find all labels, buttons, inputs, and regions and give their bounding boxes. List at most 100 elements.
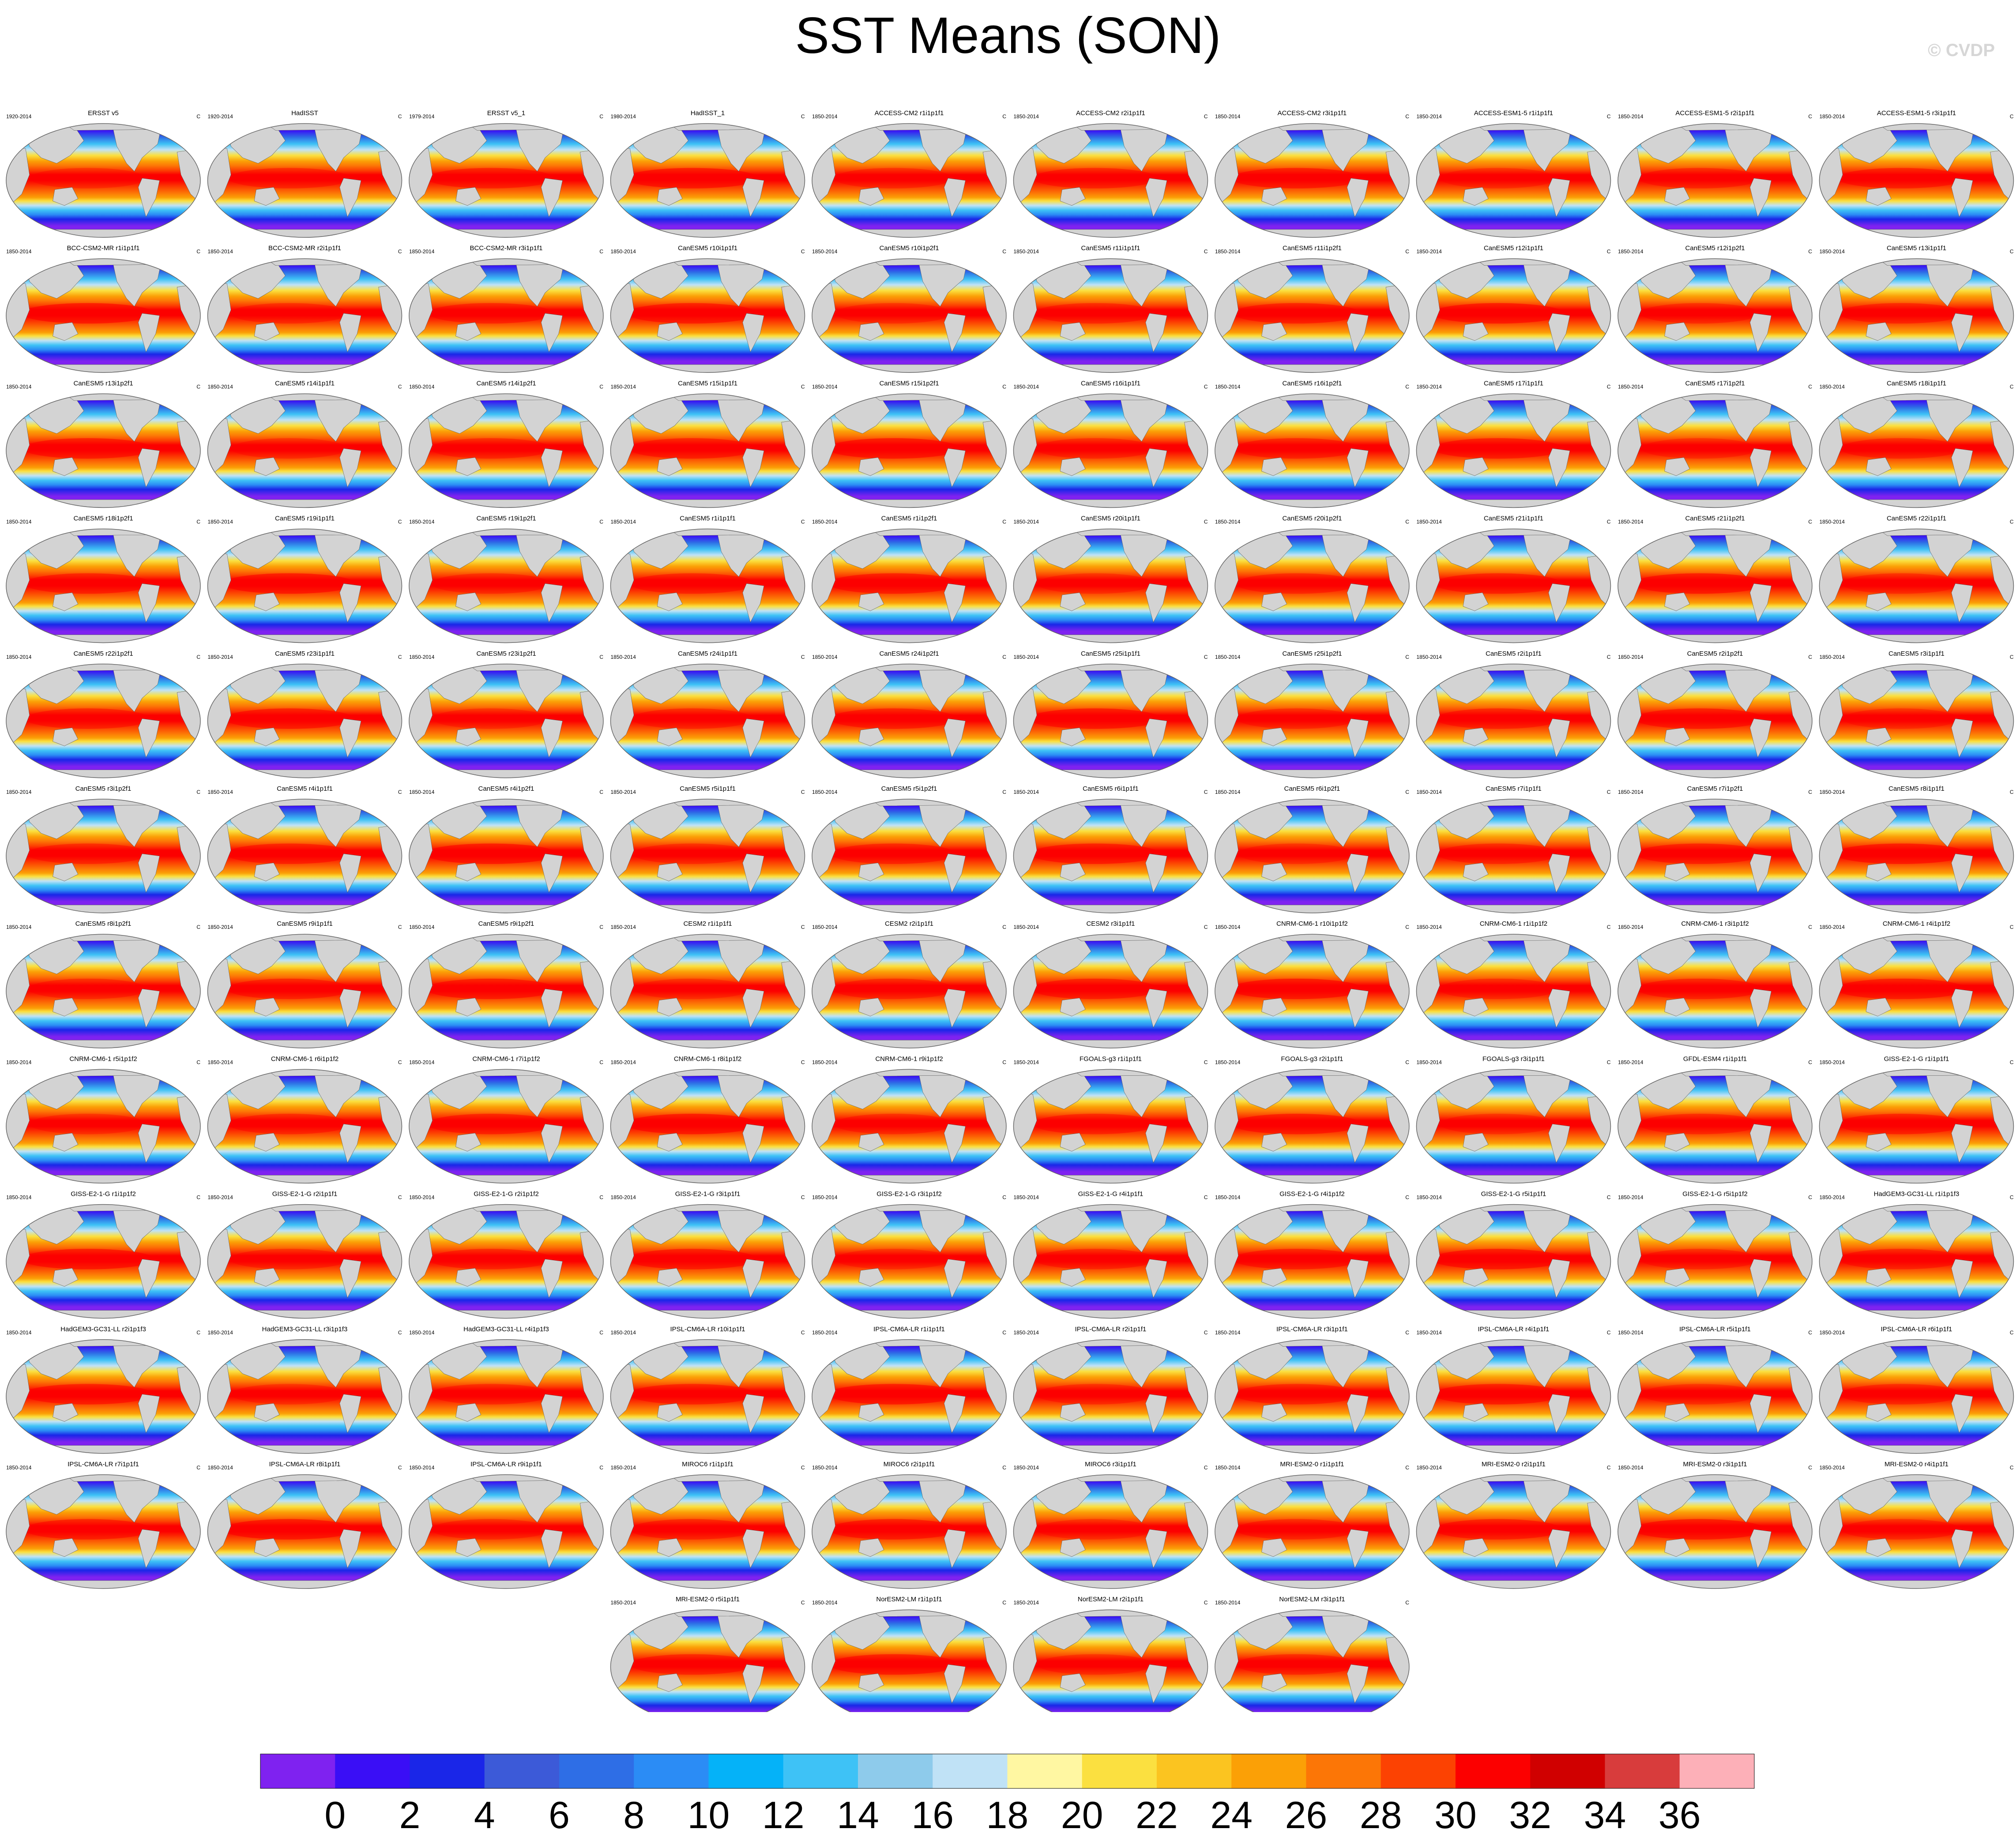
- panel-title: CanESM5 r7i1p2f1: [1687, 785, 1743, 792]
- map-outline: [812, 1609, 1007, 1712]
- land-mass: [1951, 178, 1973, 218]
- land-mass: [1261, 187, 1287, 206]
- panel-title: CanESM5 r10i1p1f1: [678, 244, 737, 252]
- panel-title: CESM2 r3i1p1f1: [1086, 920, 1135, 928]
- warm-pool: [1431, 303, 1565, 324]
- panel-units: C: [1002, 1329, 1006, 1336]
- panel-title: GISS-E2-1-G r4i1p1f1: [1078, 1191, 1143, 1198]
- colorbar-tick-label: 10: [688, 1794, 730, 1836]
- panel-units: C: [1204, 924, 1208, 930]
- warm-pool: [1037, 1654, 1154, 1675]
- land-mass: [1664, 592, 1690, 611]
- panel-units: C: [1405, 519, 1409, 525]
- panel-title: HadGEM3-GC31-LL r3i1p1f3: [262, 1326, 348, 1333]
- panel-title: CNRM-CM6-1 r9i1p1f2: [875, 1055, 943, 1063]
- map-panel: 1850-2014 ACCESS-CM2 r3i1p1f1 C: [1215, 109, 1410, 238]
- map-outline: [1617, 1204, 1813, 1319]
- map-panel: 1850-2014 BCC-CSM2-MR r1i1p1f1 C: [6, 244, 201, 373]
- land-mass: [1866, 322, 1892, 341]
- warm-pool: [1233, 303, 1361, 324]
- map-outline: [1013, 1069, 1208, 1184]
- land-mass: [1463, 187, 1489, 206]
- map-outline: [812, 1339, 1007, 1454]
- panel-title: MRI-ESM2-0 r3i1p1f1: [1683, 1461, 1747, 1468]
- panel-title: CanESM5 r9i1p1f1: [277, 920, 333, 928]
- map-outline: [1416, 1474, 1611, 1589]
- land-mass: [1060, 1133, 1086, 1152]
- panel-units: C: [801, 113, 805, 120]
- panel-title: CNRM-CM6-1 r7i1p1f2: [472, 1055, 540, 1063]
- panel-period: 1850-2014: [1215, 654, 1241, 660]
- warm-pool: [1231, 1114, 1362, 1134]
- panel-units: C: [2010, 1059, 2014, 1065]
- map-outline: [409, 1474, 604, 1589]
- land-mass: [541, 718, 563, 758]
- land-mass: [53, 322, 79, 341]
- figure-title: SST Means (SON): [795, 7, 1221, 64]
- colorbar-bin: [1380, 1754, 1456, 1788]
- land-mass: [1347, 178, 1369, 218]
- land-mass: [858, 457, 884, 476]
- panel-units: C: [599, 924, 603, 930]
- land-mass: [1145, 718, 1167, 758]
- land-mass: [1548, 583, 1570, 623]
- land-mass: [944, 853, 966, 893]
- panel-title: CNRM-CM6-1 r10i1p1f2: [1276, 920, 1348, 928]
- panel-title: CNRM-CM6-1 r6i1p1f2: [271, 1055, 339, 1063]
- warm-pool: [228, 1114, 350, 1134]
- land-mass: [339, 1259, 361, 1298]
- panel-title: IPSL-CM6A-LR r6i1p1f1: [1881, 1326, 1952, 1333]
- colorbar-bin: [783, 1754, 858, 1788]
- land-mass: [541, 1529, 563, 1569]
- land-mass: [657, 322, 683, 341]
- panel-period: 1850-2014: [1417, 1194, 1442, 1201]
- land-mass: [1664, 457, 1690, 476]
- panel-period: 1850-2014: [812, 519, 838, 525]
- land-mass: [858, 1403, 884, 1422]
- panel-title: CNRM-CM6-1 r4i1p1f2: [1883, 920, 1950, 928]
- map-panel: 1850-2014 CanESM5 r21i1p2f1 C: [1617, 515, 1813, 643]
- panel-period: 1850-2014: [1618, 924, 1644, 930]
- panel-period: 1850-2014: [1417, 1329, 1442, 1336]
- panel-units: C: [196, 1059, 200, 1065]
- panel-title: NorESM2-LM r3i1p1f1: [1279, 1596, 1345, 1603]
- land-mass: [1951, 988, 1973, 1028]
- panel-period: 1850-2014: [1820, 1059, 1845, 1065]
- land-mass: [858, 998, 884, 1017]
- panel-units: C: [801, 654, 805, 660]
- land-mass: [1261, 863, 1287, 882]
- warm-pool: [1834, 843, 1968, 864]
- map-outline: [610, 799, 805, 913]
- sst-field: [1215, 1204, 1409, 1318]
- land-mass: [858, 322, 884, 341]
- land-mass: [1548, 1259, 1570, 1298]
- panel-units: C: [599, 1329, 603, 1336]
- panel-title: CanESM5 r20i1p1f1: [1081, 515, 1140, 522]
- panel-units: C: [1002, 113, 1006, 120]
- panel-period: 1850-2014: [1215, 1059, 1241, 1065]
- map-outline: [1416, 528, 1611, 643]
- panel-period: 1850-2014: [1215, 1329, 1241, 1336]
- panel-title: GISS-E2-1-G r4i1p1f2: [1279, 1191, 1345, 1198]
- map-outline: [6, 1069, 201, 1184]
- map-panel: 1850-2014 CanESM5 r25i1p1f1 C: [1013, 650, 1208, 778]
- panel-period: 1850-2014: [1618, 248, 1644, 255]
- panel-period: 1850-2014: [6, 248, 32, 255]
- land-mass: [541, 1394, 563, 1434]
- map-panel: 1850-2014 IPSL-CM6A-LR r4i1p1f1 C: [1416, 1326, 1611, 1454]
- panel-units: C: [196, 113, 200, 120]
- land-mass: [53, 727, 79, 746]
- panel-units: C: [196, 924, 200, 930]
- panel-title: CanESM5 r22i1p1f1: [1887, 515, 1946, 522]
- panel-period: 1850-2014: [1014, 1329, 1039, 1336]
- warm-pool: [631, 708, 753, 729]
- map-outline: [1416, 1204, 1611, 1319]
- map-outline: [1617, 393, 1813, 508]
- panel-period: 1850-2014: [208, 1059, 233, 1065]
- panel-title: HadISST_1: [691, 109, 725, 117]
- warm-pool: [1235, 573, 1358, 594]
- panel-units: C: [1405, 654, 1409, 660]
- panel-period: 1850-2014: [409, 383, 435, 390]
- land-mass: [541, 1259, 563, 1298]
- panel-period: 1850-2014: [6, 924, 32, 930]
